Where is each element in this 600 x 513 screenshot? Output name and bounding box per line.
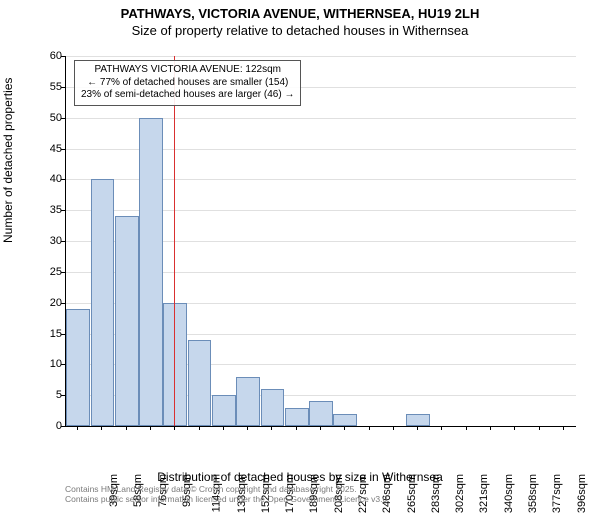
annotation-line2: ← 77% of detached houses are smaller (15… [81, 77, 294, 90]
y-tick-label: 5 [32, 389, 62, 401]
y-tick-label: 45 [32, 143, 62, 155]
y-tick-label: 0 [32, 420, 62, 432]
y-tick-mark [61, 87, 65, 88]
y-tick-mark [61, 395, 65, 396]
footer-line2: Contains public sector information licen… [65, 494, 390, 504]
x-tick-mark [539, 426, 540, 430]
y-tick-label: 35 [32, 204, 62, 216]
y-tick-mark [61, 56, 65, 57]
y-tick-label: 60 [32, 50, 62, 62]
footer-line1: Contains HM Land Registry data © Crown c… [65, 484, 390, 494]
y-tick-label: 25 [32, 266, 62, 278]
histogram-bar [91, 179, 115, 426]
x-tick-mark [344, 426, 345, 430]
y-tick-mark [61, 149, 65, 150]
histogram-bar [139, 118, 163, 426]
y-tick-mark [61, 241, 65, 242]
x-tick-mark [126, 426, 127, 430]
y-tick-mark [61, 426, 65, 427]
histogram-bar [236, 377, 260, 426]
x-tick-mark [174, 426, 175, 430]
x-tick-mark [417, 426, 418, 430]
x-tick-mark [393, 426, 394, 430]
x-tick-mark [199, 426, 200, 430]
y-tick-label: 20 [32, 297, 62, 309]
x-tick-mark [247, 426, 248, 430]
histogram-bar [333, 414, 357, 426]
y-tick-label: 10 [32, 358, 62, 370]
x-tick-mark [296, 426, 297, 430]
y-tick-mark [61, 334, 65, 335]
y-tick-mark [61, 272, 65, 273]
histogram-bar [309, 401, 333, 426]
histogram-bar [115, 216, 139, 426]
chart-title: PATHWAYS, VICTORIA AVENUE, WITHERNSEA, H… [0, 6, 600, 21]
x-tick-mark [441, 426, 442, 430]
x-axis-label: Distribution of detached houses by size … [0, 470, 600, 484]
annotation-box: PATHWAYS VICTORIA AVENUE: 122sqm ← 77% o… [74, 60, 301, 106]
histogram-bar [212, 395, 236, 426]
y-tick-mark [61, 179, 65, 180]
histogram-bar [406, 414, 430, 426]
y-tick-mark [61, 210, 65, 211]
histogram-bar [188, 340, 212, 426]
y-tick-mark [61, 303, 65, 304]
x-tick-mark [101, 426, 102, 430]
annotation-line3: 23% of semi-detached houses are larger (… [81, 89, 294, 102]
x-tick-mark [150, 426, 151, 430]
gridline [66, 56, 576, 57]
y-tick-label: 40 [32, 173, 62, 185]
histogram-bar [66, 309, 90, 426]
y-tick-label: 55 [32, 81, 62, 93]
x-tick-mark [514, 426, 515, 430]
chart-subtitle: Size of property relative to detached ho… [0, 23, 600, 38]
histogram-bar [163, 303, 187, 426]
y-tick-mark [61, 364, 65, 365]
chart-plot-area: PATHWAYS VICTORIA AVENUE: 122sqm ← 77% o… [65, 56, 576, 427]
x-tick-mark [466, 426, 467, 430]
x-tick-mark [563, 426, 564, 430]
y-tick-label: 30 [32, 235, 62, 247]
x-tick-mark [320, 426, 321, 430]
histogram-bar [261, 389, 285, 426]
x-tick-mark [77, 426, 78, 430]
annotation-line1: PATHWAYS VICTORIA AVENUE: 122sqm [81, 64, 294, 77]
x-tick-mark [490, 426, 491, 430]
footer-attribution: Contains HM Land Registry data © Crown c… [65, 484, 390, 504]
histogram-bar [285, 408, 309, 427]
y-axis-label: Number of detached properties [1, 78, 15, 243]
reference-line [174, 56, 175, 426]
y-tick-label: 50 [32, 112, 62, 124]
y-tick-mark [61, 118, 65, 119]
x-tick-mark [223, 426, 224, 430]
y-tick-label: 15 [32, 328, 62, 340]
x-tick-mark [271, 426, 272, 430]
x-tick-mark [369, 426, 370, 430]
